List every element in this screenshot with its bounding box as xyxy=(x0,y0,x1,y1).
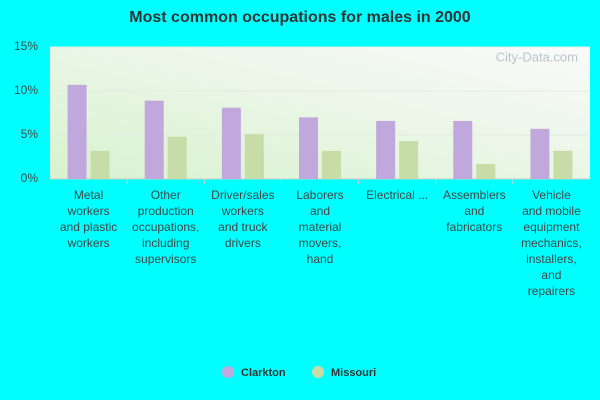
bar xyxy=(399,141,419,179)
bar xyxy=(530,128,550,179)
x-tick-label-line: Assemblers xyxy=(443,188,506,202)
x-tick-label-line: Metal xyxy=(74,188,103,202)
legend-swatch xyxy=(222,366,234,378)
x-tick-label: Metal workers and plastic workers xyxy=(60,188,117,250)
x-tick-label-line: Electrical ... xyxy=(366,188,428,202)
y-tick-label: 0% xyxy=(21,171,39,185)
y-tick-label: 5% xyxy=(21,127,39,141)
x-tick-label-line: and xyxy=(541,268,561,282)
x-tick-label-line: occupations, xyxy=(132,220,199,234)
x-tick-label: Driver/sales workers and truck drivers xyxy=(211,188,274,250)
x-tick-label: Laborers and material movers, hand xyxy=(296,188,343,266)
x-tick-label-line: Laborers xyxy=(296,188,343,202)
x-tick-label-line: including xyxy=(142,236,189,250)
bar xyxy=(453,120,473,179)
legend-label: Clarkton xyxy=(241,367,286,379)
legend-label: Missouri xyxy=(331,367,376,379)
watermark: City-Data.com xyxy=(496,49,578,64)
x-tick-label-line: installers, xyxy=(526,252,577,266)
x-tick-label: Vehicle and mobile equipment mechanics, inst… xyxy=(521,188,582,298)
bar xyxy=(67,84,87,179)
bar xyxy=(476,164,496,179)
x-tick-label-line: movers, xyxy=(299,236,342,250)
bar xyxy=(244,134,264,179)
x-tick-label-line: Vehicle xyxy=(532,188,571,202)
bar xyxy=(299,117,318,179)
x-tick-label-line: and xyxy=(310,204,330,218)
x-tick-label-line: and plastic xyxy=(60,220,117,234)
x-tick-label-line: workers xyxy=(67,204,110,218)
x-tick-label: Assemblers and fabricators xyxy=(443,188,506,234)
x-tick-label-line: hand xyxy=(307,252,334,266)
chart-title: Most common occupations for males in 200… xyxy=(129,9,471,26)
legend-swatch xyxy=(312,366,324,378)
bar xyxy=(322,150,341,179)
x-tick-label: Electrical ... xyxy=(366,188,428,202)
bar xyxy=(221,107,241,179)
x-tick-label-line: mechanics, xyxy=(521,236,582,250)
x-tick-label-line: repairers xyxy=(528,284,575,298)
x-tick-label-line: workers xyxy=(67,236,110,250)
x-tick-label-line: equipment xyxy=(523,220,580,234)
legend: Clarkton Missouri xyxy=(222,366,376,379)
x-tick-label-line: supervisors xyxy=(135,252,196,266)
bar xyxy=(376,120,396,179)
y-tick-label: 10% xyxy=(14,83,38,97)
x-tick-label-line: drivers xyxy=(225,236,261,250)
x-tick-label: Other production occupations, including supe… xyxy=(132,188,199,266)
x-tick-label-line: Other xyxy=(151,188,181,202)
x-tick-label-line: and xyxy=(464,204,484,218)
plot-area xyxy=(50,47,590,179)
bar xyxy=(167,136,187,179)
x-tick-label-line: fabricators xyxy=(446,220,502,234)
y-tick-label: 15% xyxy=(14,39,38,53)
bar xyxy=(553,150,573,179)
x-tick-label-line: workers xyxy=(221,204,264,218)
bar xyxy=(144,100,164,179)
x-tick-label-line: production xyxy=(138,204,194,218)
bar xyxy=(90,150,110,179)
x-tick-label-line: and truck xyxy=(218,220,268,234)
x-tick-label-line: Driver/sales xyxy=(211,188,274,202)
x-tick-label-line: material xyxy=(299,220,342,234)
x-tick-label-line: and mobile xyxy=(522,204,581,218)
